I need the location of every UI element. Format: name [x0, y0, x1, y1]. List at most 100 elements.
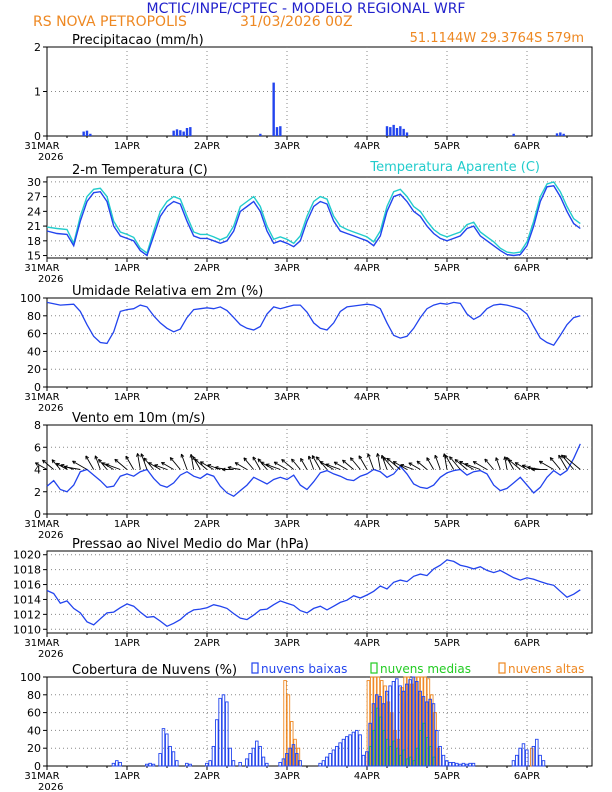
- y-tick-label: 15: [27, 250, 41, 263]
- cloud-bar-nuvens-baixas: [221, 694, 226, 767]
- x-tick-label: 2APR: [194, 638, 220, 649]
- cloud-bar-nuvens-baixas: [151, 763, 156, 767]
- wind-arrow: [194, 458, 208, 470]
- x-tick-label: 31MAR: [24, 392, 59, 403]
- x-tick-label: 31MAR: [24, 141, 59, 152]
- wind-arrowhead: [143, 457, 148, 462]
- cloud-bar-nuvens-baixas: [451, 761, 456, 767]
- wind-arrowhead: [136, 453, 140, 457]
- wind-arrow: [64, 466, 81, 470]
- wind-arrowhead: [531, 467, 536, 472]
- y-tick-label: 2: [34, 486, 41, 499]
- y-tick-label: 1010: [13, 623, 41, 636]
- panel-0: [43, 46, 593, 140]
- cloud-bar-nuvens-baixas: [281, 758, 286, 767]
- wind-arrowhead: [449, 456, 453, 461]
- cloud-bar-nuvens-baixas: [408, 679, 412, 767]
- y-tick-label: 60: [27, 328, 41, 341]
- x-tick-label: 31MAR: [24, 263, 59, 274]
- cloud-bar-nuvens-baixas: [261, 756, 266, 767]
- cloud-bar-nuvens-baixas: [525, 749, 529, 767]
- cloud-bar-nuvens-baixas: [145, 763, 149, 767]
- wind-arrow: [300, 458, 308, 470]
- precip-bar: [182, 131, 185, 136]
- wind-arrow: [325, 463, 341, 470]
- wind-arrow: [408, 462, 421, 470]
- precip-bar: [392, 124, 395, 136]
- wind-arrow: [383, 457, 395, 470]
- y-tick-label: 0: [34, 508, 41, 521]
- wind-arrowhead: [60, 464, 65, 468]
- precip-bar: [555, 133, 559, 136]
- x-year-label: 2026: [38, 403, 63, 414]
- x-year-label: 2026: [38, 782, 63, 792]
- header-location: RS NOVA PETROPOLIS: [33, 14, 187, 30]
- wind-arrowhead: [315, 456, 320, 461]
- cloud-bar-nuvens-baixas: [288, 747, 292, 767]
- cloud-bar-nuvens-baixas: [398, 685, 402, 767]
- wind-arrow: [504, 456, 508, 470]
- cloud-bar-nuvens-baixas: [428, 698, 432, 767]
- y-tick-label: 8: [34, 419, 41, 432]
- wind-arrow: [85, 455, 95, 470]
- y-tick-label: 0: [34, 760, 41, 773]
- x-tick-label: 31MAR: [24, 519, 59, 530]
- wind-arrowhead: [234, 462, 239, 466]
- cloud-bar-nuvens-baixas: [541, 760, 546, 767]
- cloud-bar-nuvens-baixas: [335, 745, 339, 767]
- x-tick-label: 1APR: [114, 263, 140, 274]
- wind-arrowhead: [508, 459, 513, 464]
- y-tick-label: 40: [27, 345, 41, 358]
- x-tick-label: 2APR: [194, 771, 220, 782]
- wind-arrowhead: [444, 454, 449, 459]
- wind-arrowhead: [154, 464, 159, 468]
- wind-arrowhead: [434, 454, 438, 459]
- cloud-bar-nuvens-baixas: [265, 762, 269, 767]
- cloud-bar-nuvens-baixas: [421, 696, 426, 767]
- wind-arrow: [558, 454, 568, 470]
- panel-title: Vento em 10m (m/s): [72, 411, 205, 426]
- x-tick-label: 2APR: [194, 519, 220, 530]
- x-tick-label: 1APR: [114, 392, 140, 403]
- wind-arrow: [358, 455, 368, 470]
- wind-arrowhead: [214, 465, 219, 470]
- y-tick-label: 60: [27, 707, 41, 720]
- wind-arrow: [549, 457, 561, 470]
- y-tick-label: 80: [27, 689, 41, 702]
- panel-title: Precipitacao (mm/h): [72, 33, 204, 48]
- x-year-label: 2026: [38, 649, 63, 660]
- wind-arrowhead: [221, 467, 226, 472]
- cloud-bar-nuvens-baixas: [515, 754, 519, 767]
- wind-arrow: [506, 457, 515, 470]
- cloud-bar-nuvens-baixas: [535, 738, 539, 767]
- cloud-bar-nuvens-baixas: [168, 745, 172, 767]
- wind-arrowhead: [42, 459, 47, 464]
- x-tick-label: 4APR: [354, 519, 380, 530]
- cloud-bar-nuvens-baixas: [165, 733, 169, 767]
- cloud-bar-nuvens-baixas: [321, 760, 326, 767]
- wind-arrowhead: [408, 462, 413, 467]
- wind-arrow: [495, 457, 501, 470]
- header-run: 31/03/2026 00Z: [240, 14, 353, 30]
- wind-arrowhead: [291, 458, 295, 463]
- pressure-line: [46, 559, 581, 628]
- wind-arrow: [72, 460, 88, 470]
- cloud-bar-nuvens-baixas: [255, 740, 259, 767]
- wind-arrowhead: [342, 459, 347, 464]
- y-tick-label: 18: [27, 235, 41, 248]
- cloud-bar-nuvens-baixas: [188, 763, 192, 767]
- x-tick-label: 6APR: [514, 771, 540, 782]
- cloud-bar-nuvens-baixas: [425, 701, 429, 767]
- y-tick-label: 4: [34, 464, 41, 477]
- wind-arrow: [426, 457, 435, 470]
- wind-arrowhead: [243, 457, 248, 462]
- cloud-bar-nuvens-baixas: [298, 760, 302, 767]
- wind-arrowhead: [386, 457, 391, 462]
- cloud-bar-nuvens-baixas: [238, 761, 242, 767]
- wind-arrowhead: [265, 463, 270, 468]
- wind-arrow: [207, 464, 221, 470]
- x-tick-label: 6APR: [514, 263, 540, 274]
- cloud-bar-nuvens-baixas: [385, 690, 389, 767]
- y-tick-label: 24: [27, 205, 41, 218]
- precip-bar: [395, 127, 399, 136]
